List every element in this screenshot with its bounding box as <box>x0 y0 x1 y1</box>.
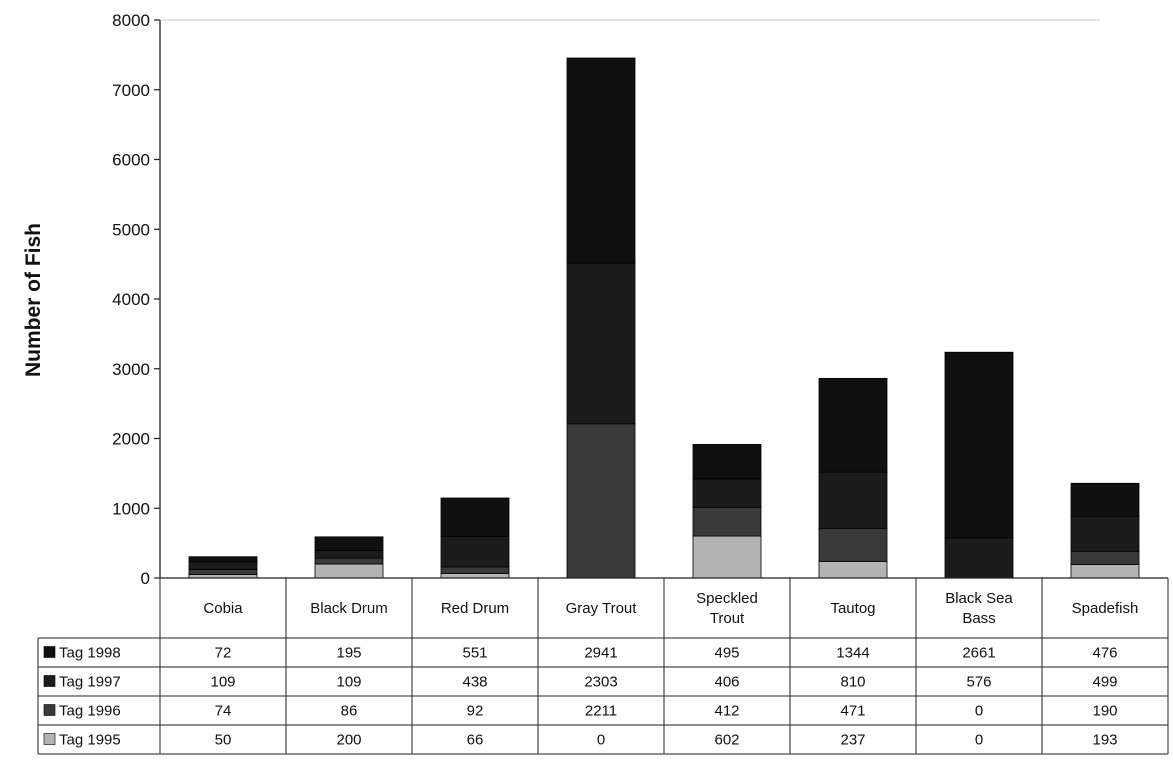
y-tick-label: 3000 <box>112 360 150 379</box>
y-tick-label: 5000 <box>112 220 150 239</box>
table-cell-value: 0 <box>975 732 983 749</box>
table-cell-value: 1344 <box>836 645 869 662</box>
category-label: Red Drum <box>441 600 509 617</box>
bar-segment-tag-1997 <box>314 550 384 559</box>
bar-segment-tag-1997 <box>944 537 1014 579</box>
bar-segment-tag-1997 <box>1070 516 1140 552</box>
category-label: Bass <box>962 610 995 627</box>
table-cell-value: 0 <box>597 732 605 749</box>
table-cell-value: 476 <box>1092 645 1117 662</box>
bar-segment-tag-1998 <box>566 57 636 264</box>
table-cell-value: 412 <box>714 703 739 720</box>
bar-segment-tag-1997 <box>440 536 510 568</box>
legend-swatch <box>43 675 56 687</box>
y-tick-label: 8000 <box>112 11 150 30</box>
bar-segment-tag-1998 <box>692 444 762 480</box>
table-cell-value: 237 <box>840 732 865 749</box>
table-cell-value: 50 <box>215 732 232 749</box>
table-cell-value: 406 <box>714 674 739 691</box>
bar-segment-tag-1996 <box>566 423 636 579</box>
category-label: Black Sea <box>945 590 1013 607</box>
table-cell-value: 109 <box>336 674 361 691</box>
y-tick-label: 6000 <box>112 151 150 170</box>
table-cell-value: 66 <box>467 732 484 749</box>
table-cell-value: 810 <box>840 674 865 691</box>
table-cell-value: 109 <box>210 674 235 691</box>
table-cell-value: 195 <box>336 645 361 662</box>
table-cell-value: 74 <box>215 703 232 720</box>
table-cell-value: 86 <box>341 703 358 720</box>
y-tick-label: 4000 <box>112 290 150 309</box>
y-axis-label: Number of Fish <box>22 223 45 377</box>
category-label: Tautog <box>830 600 875 617</box>
bar-segment-tag-1998 <box>314 536 384 551</box>
bar-segment-tag-1997 <box>566 262 636 425</box>
bar-segment-tag-1995 <box>818 561 888 579</box>
table-cell-value: 602 <box>714 732 739 749</box>
y-tick-label: 1000 <box>112 499 150 518</box>
table-cell-value: 471 <box>840 703 865 720</box>
table-cell-value: 499 <box>1092 674 1117 691</box>
legend-label: Tag 1995 <box>59 732 121 749</box>
bar-segment-tag-1996 <box>692 506 762 537</box>
bar-segment-tag-1998 <box>440 497 510 537</box>
table-cell-value: 193 <box>1092 732 1117 749</box>
bar-segment-tag-1998 <box>188 556 258 563</box>
legend-label: Tag 1996 <box>59 703 121 720</box>
bar-segment-tag-1996 <box>188 568 258 575</box>
bar-segment-tag-1998 <box>944 351 1014 539</box>
bar-segment-tag-1995 <box>314 563 384 579</box>
bar-segment-tag-1998 <box>1070 482 1140 517</box>
y-tick-label: 0 <box>141 569 150 588</box>
bar-segment-tag-1997 <box>818 471 888 530</box>
category-label: Trout <box>710 610 745 627</box>
category-label: Spadefish <box>1072 600 1139 617</box>
bar-segment-tag-1996 <box>1070 550 1140 565</box>
bar-segment-tag-1996 <box>314 557 384 565</box>
bar-segment-tag-1997 <box>188 561 258 570</box>
legend-swatch <box>43 704 56 716</box>
table-cell-value: 92 <box>467 703 484 720</box>
bar-segment-tag-1997 <box>692 478 762 508</box>
y-tick-label: 2000 <box>112 430 150 449</box>
table-cell-value: 2941 <box>584 645 617 662</box>
category-label: Black Drum <box>310 600 388 617</box>
bar-segment-tag-1996 <box>440 566 510 574</box>
table-cell-value: 0 <box>975 703 983 720</box>
bar-segment-tag-1995 <box>692 535 762 579</box>
legend-label: Tag 1998 <box>59 645 121 662</box>
legend-swatch <box>43 733 56 745</box>
bar-segment-tag-1998 <box>818 377 888 473</box>
table-cell-value: 551 <box>462 645 487 662</box>
table-cell-value: 72 <box>215 645 232 662</box>
category-label: Speckled <box>696 590 758 607</box>
bar-segment-tag-1995 <box>1070 564 1140 579</box>
legend-swatch <box>43 646 56 658</box>
bar-segment-tag-1996 <box>818 528 888 562</box>
y-tick-label: 7000 <box>112 81 150 100</box>
table-cell-value: 438 <box>462 674 487 691</box>
table-cell-value: 200 <box>336 732 361 749</box>
table-cell-value: 2661 <box>962 645 995 662</box>
category-label: Cobia <box>203 600 243 617</box>
category-label: Gray Trout <box>566 600 638 617</box>
legend-label: Tag 1997 <box>59 674 121 691</box>
table-cell-value: 495 <box>714 645 739 662</box>
table-cell-value: 576 <box>966 674 991 691</box>
table-cell-value: 2303 <box>584 674 617 691</box>
table-cell-value: 190 <box>1092 703 1117 720</box>
table-cell-value: 2211 <box>585 703 617 720</box>
bar-segment-tag-1995 <box>440 572 510 579</box>
